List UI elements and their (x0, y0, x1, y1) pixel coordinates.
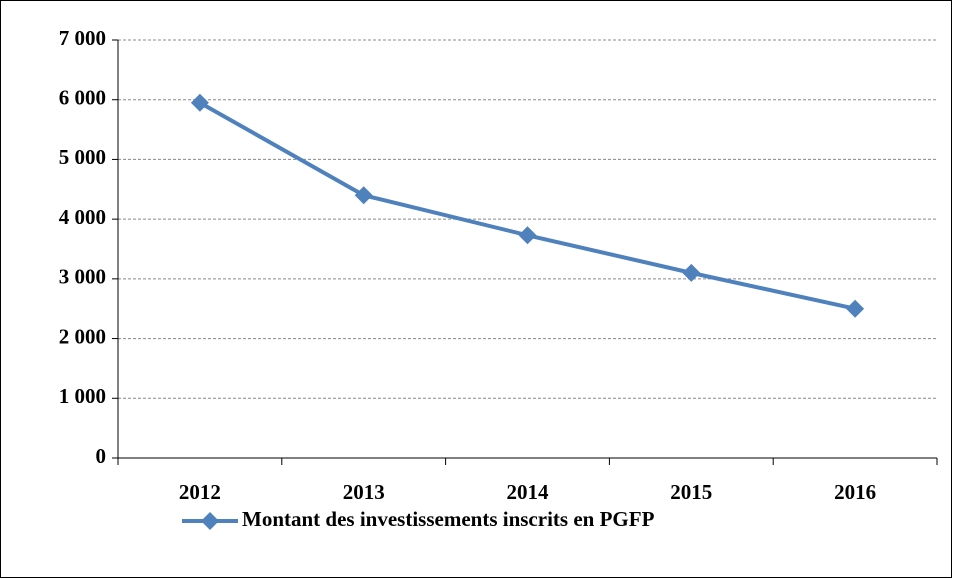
y-tick-label: 7 000 (59, 26, 106, 50)
y-tick-label: 4 000 (59, 205, 106, 229)
marker (846, 299, 865, 318)
x-tick-label: 2013 (343, 480, 385, 504)
marker (354, 186, 373, 205)
y-tick-label: 0 (96, 444, 107, 468)
x-tick-label: 2012 (179, 480, 221, 504)
legend-label: Montant des investissements inscrits en … (242, 507, 655, 531)
marker (682, 263, 701, 282)
y-tick-label: 6 000 (59, 86, 106, 110)
y-tick-label: 5 000 (59, 145, 106, 169)
marker (190, 93, 209, 112)
x-tick-label: 2014 (507, 480, 550, 504)
y-tick-label: 1 000 (59, 384, 106, 408)
legend-marker (201, 512, 219, 530)
x-tick-label: 2015 (670, 480, 712, 504)
x-tick-label: 2016 (834, 480, 876, 504)
marker (518, 226, 537, 245)
y-tick-label: 3 000 (59, 265, 106, 289)
y-tick-label: 2 000 (59, 324, 106, 348)
